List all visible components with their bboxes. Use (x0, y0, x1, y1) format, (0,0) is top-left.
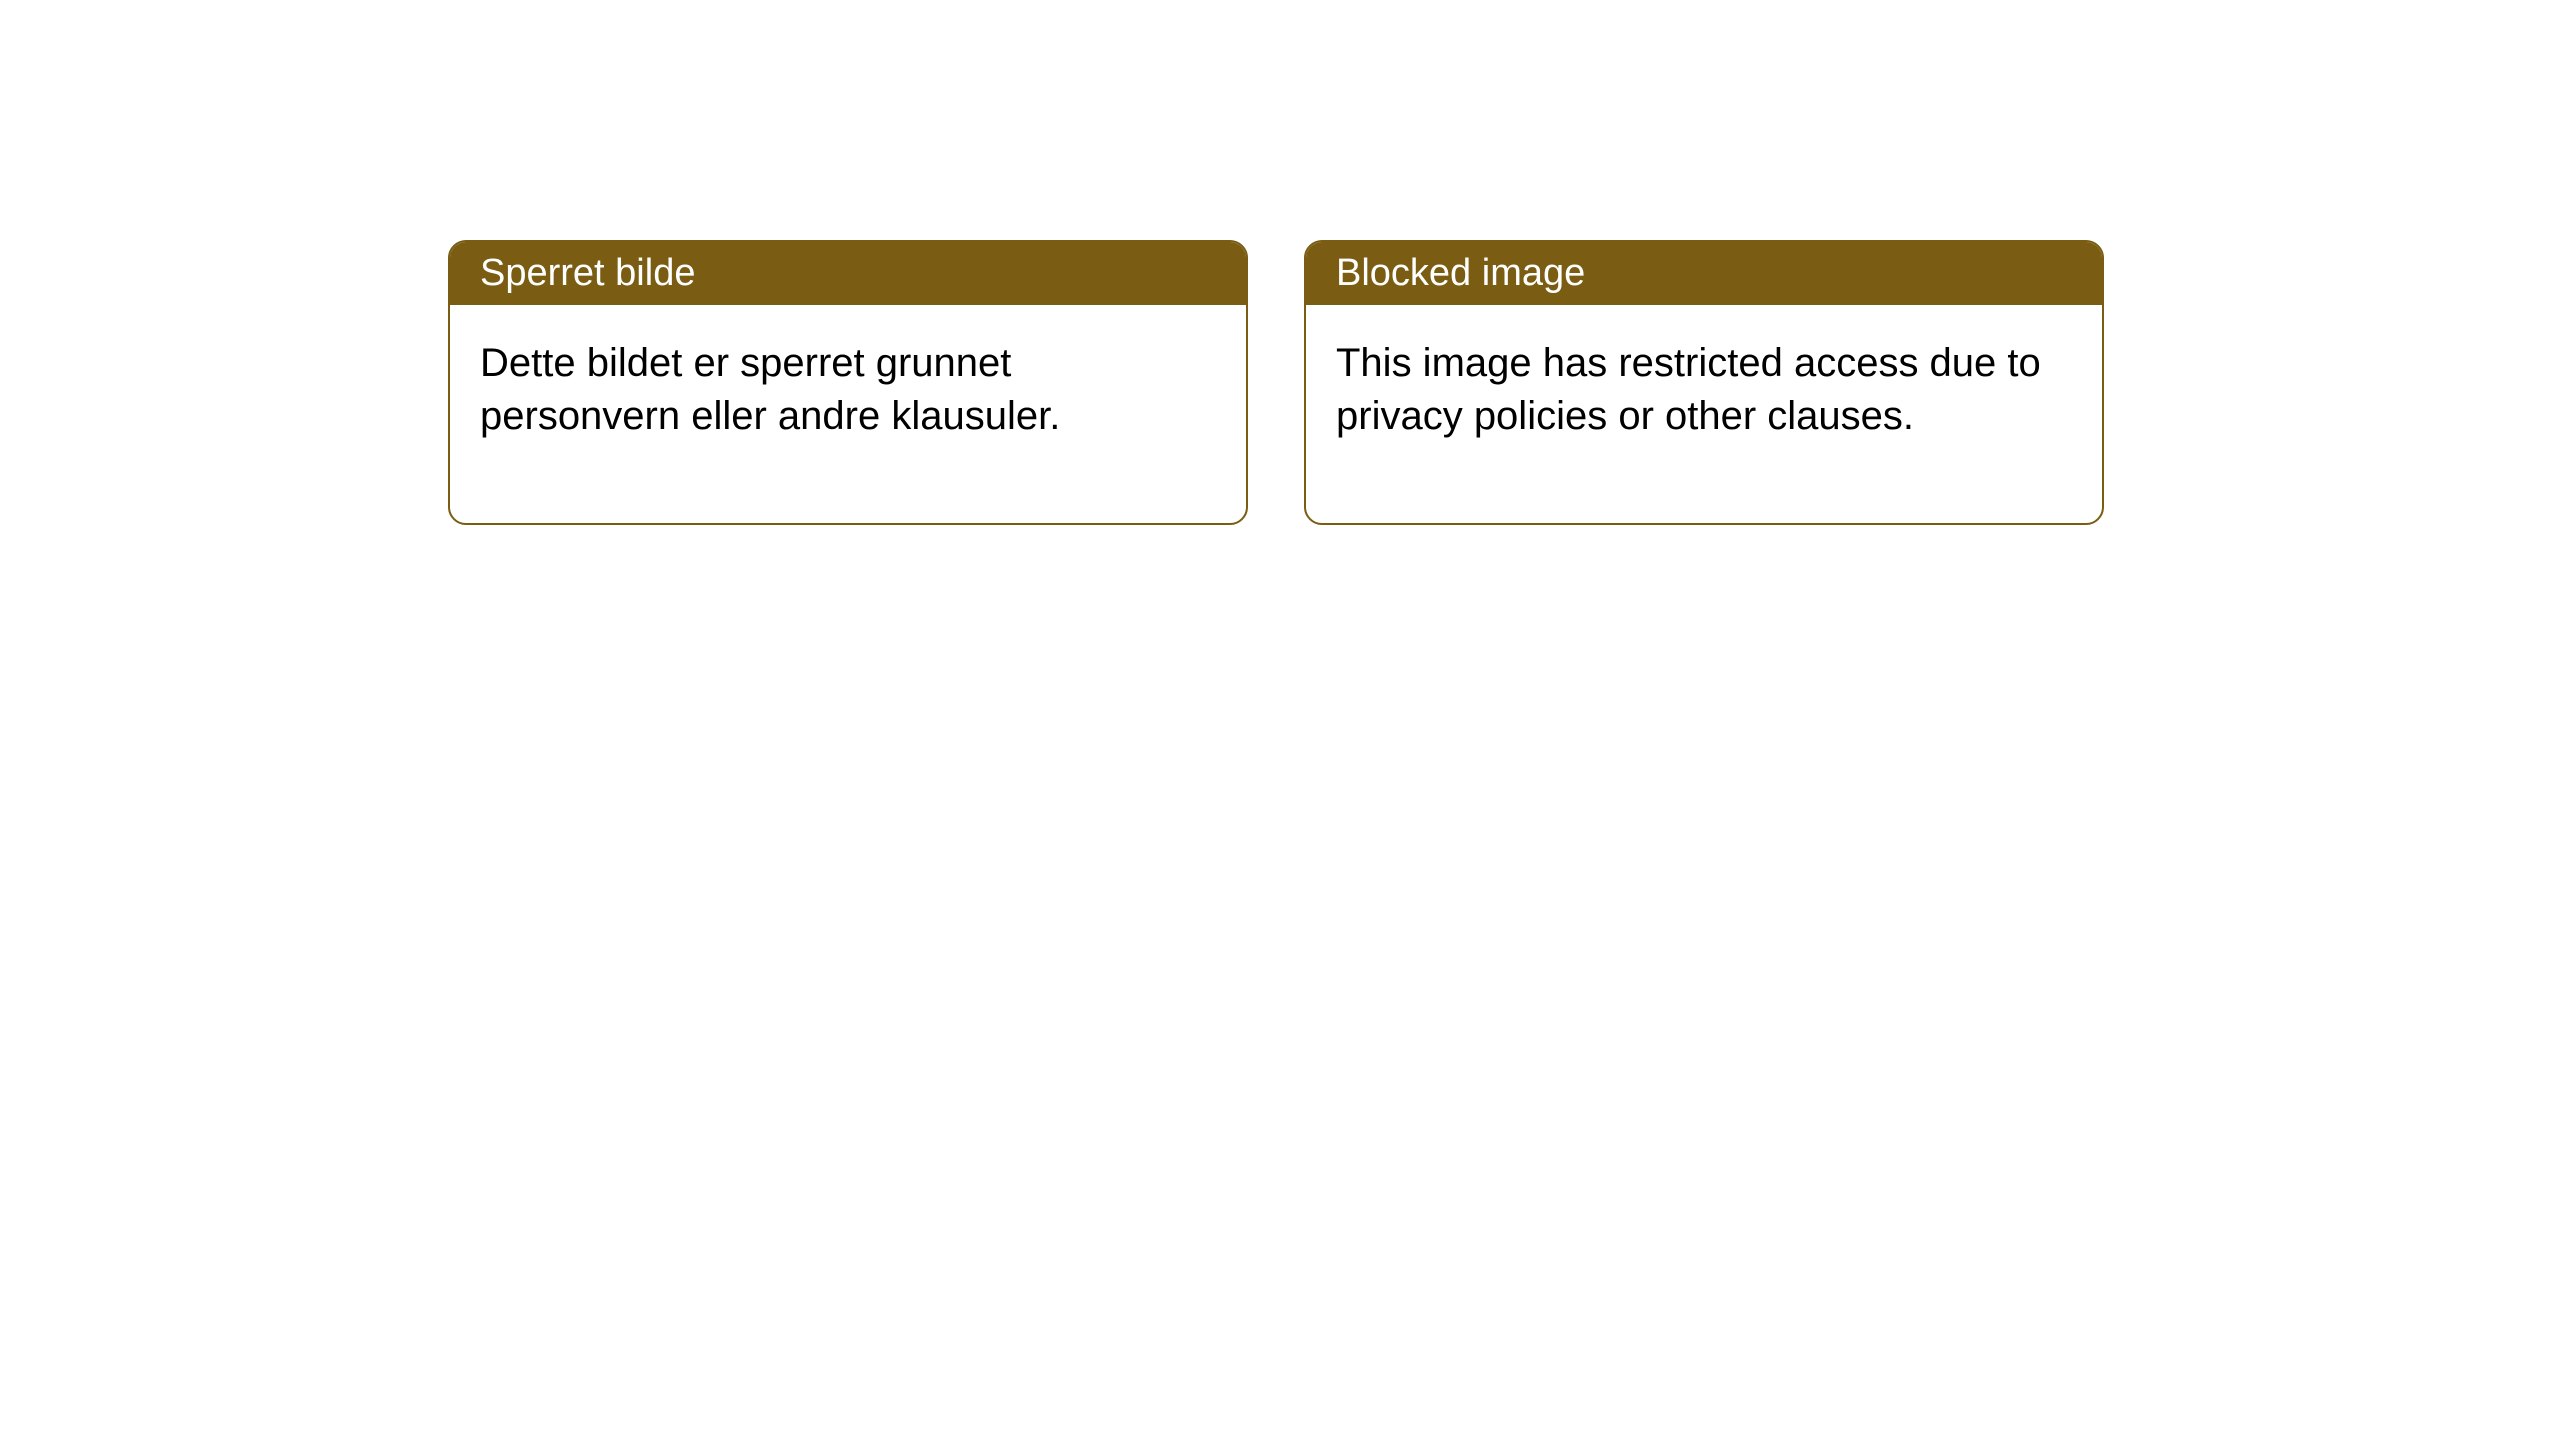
notice-container: Sperret bilde Dette bildet er sperret gr… (448, 240, 2104, 525)
notice-header-norwegian: Sperret bilde (450, 242, 1246, 305)
notice-title: Sperret bilde (480, 252, 695, 294)
notice-header-english: Blocked image (1306, 242, 2102, 305)
notice-card-english: Blocked image This image has restricted … (1304, 240, 2104, 525)
notice-body-norwegian: Dette bildet er sperret grunnet personve… (450, 305, 1246, 523)
notice-card-norwegian: Sperret bilde Dette bildet er sperret gr… (448, 240, 1248, 525)
notice-title: Blocked image (1336, 252, 1585, 294)
notice-body-english: This image has restricted access due to … (1306, 305, 2102, 523)
notice-text: Dette bildet er sperret grunnet personve… (480, 341, 1060, 438)
notice-text: This image has restricted access due to … (1336, 341, 2041, 438)
